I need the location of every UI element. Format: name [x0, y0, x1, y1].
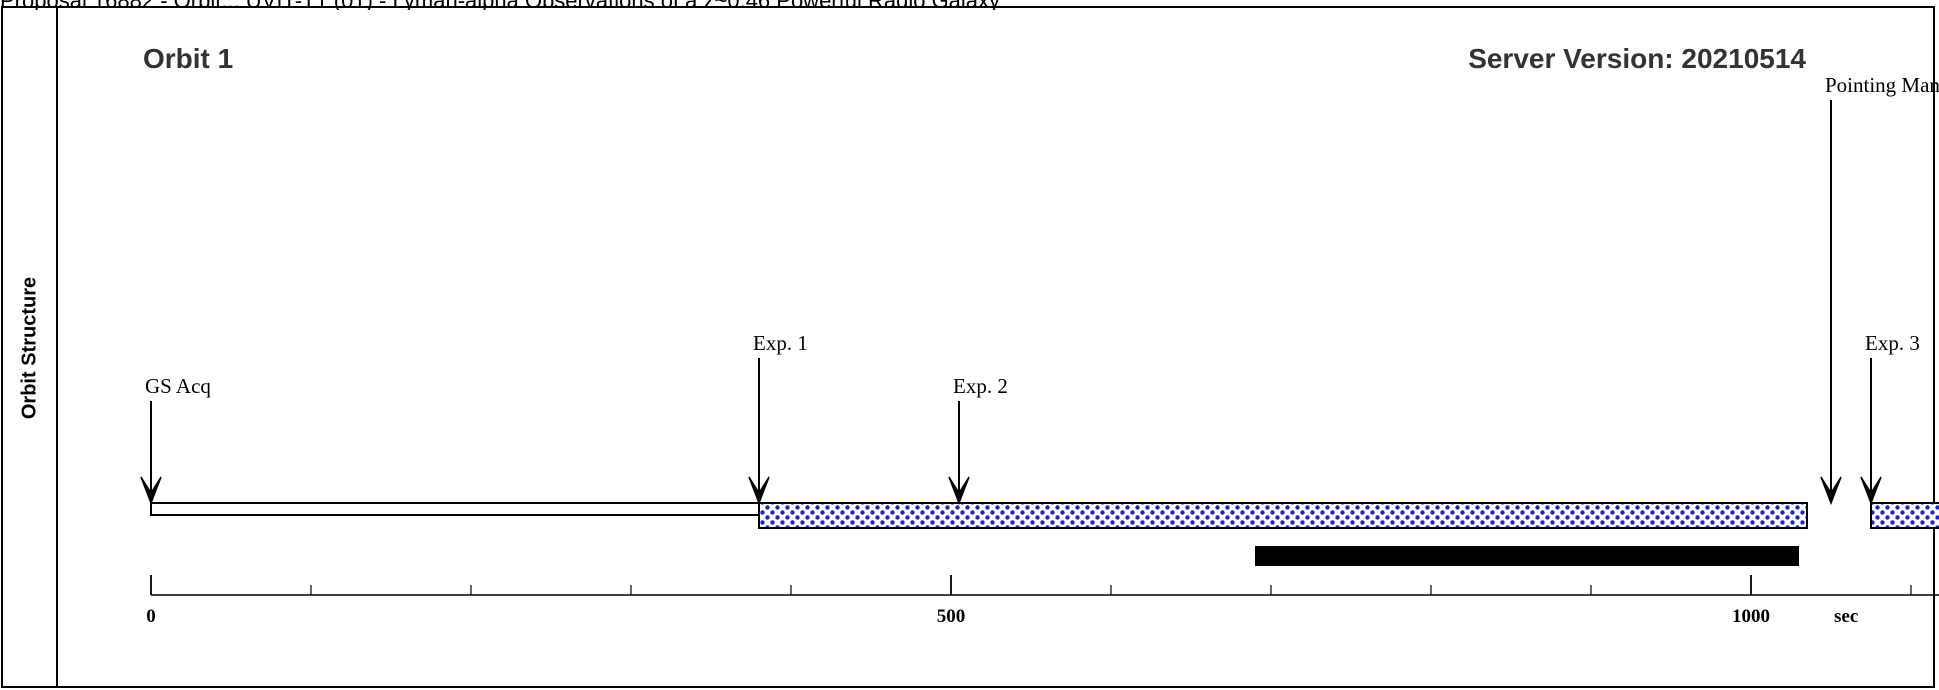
orbit-title: Orbit 1: [143, 43, 233, 74]
event-label: Exp. 2: [953, 374, 1008, 398]
visibility-bar-0: [1255, 546, 1799, 566]
event-arrowhead: [1820, 476, 1842, 506]
event-label: Exp. 1: [753, 331, 808, 355]
orbit-structure-panel: Orbit Structure: [1, 6, 1935, 688]
event-label: GS Acq: [145, 374, 211, 398]
event-marker-2: Exp. 2: [948, 374, 1008, 506]
event-arrowhead: [948, 476, 970, 506]
event-marker-3: Pointing Maneuver: [1820, 73, 1939, 506]
time-axis: 0500100015002000250030003500400045005000…: [146, 575, 1939, 627]
tick-label: 0: [146, 606, 156, 627]
segment-gs_acq-0: [150, 502, 760, 516]
side-column: Orbit Structure: [3, 8, 58, 686]
event-arrowhead: [1860, 476, 1882, 506]
event-label: Pointing Maneuver: [1825, 73, 1939, 97]
event-marker-1: Exp. 1: [748, 331, 808, 506]
event-marker-4: Exp. 3: [1860, 331, 1920, 506]
events-layer: GS Acq Exp. 1 Exp. 2 Pointing Maneuver Exp. …: [140, 73, 1939, 506]
event-arrowhead: [748, 476, 770, 506]
server-version: Server Version: 20210514: [1468, 43, 1806, 74]
event-marker-0: GS Acq: [140, 374, 211, 506]
segments-layer: [150, 502, 1939, 529]
proposal-caption: Proposal 16882 - Orbit... UVIT-T1 (01) -…: [0, 0, 1939, 10]
tick-label: 500: [937, 606, 966, 627]
axis-unit-label: sec: [1834, 606, 1858, 627]
event-label: Exp. 3: [1865, 331, 1920, 355]
segment-exposure-2: [1870, 502, 1939, 529]
event-arrowhead: [140, 476, 162, 506]
tick-label: 1000: [1732, 606, 1770, 627]
segment-exposure-1: [758, 502, 1808, 529]
visibility-bars-layer: [1255, 546, 1799, 566]
